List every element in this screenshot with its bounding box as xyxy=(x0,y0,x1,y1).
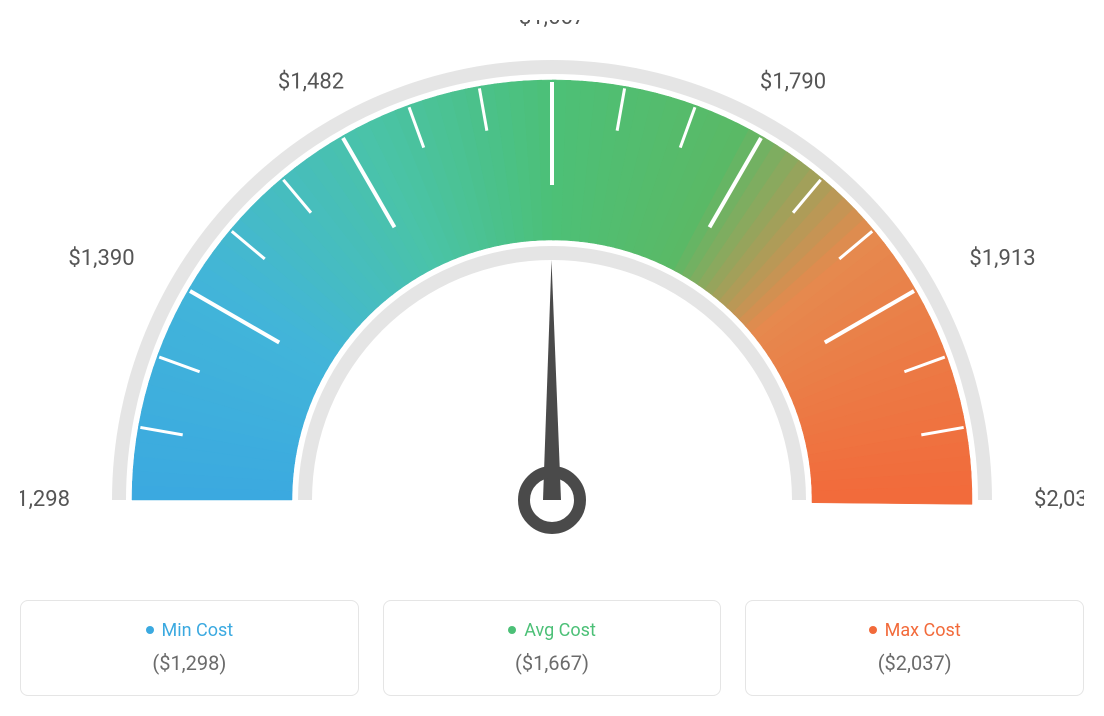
legend-label-avg: Avg Cost xyxy=(524,620,596,641)
legend-card-max: Max Cost ($2,037) xyxy=(745,600,1084,696)
svg-text:$1,790: $1,790 xyxy=(760,70,826,95)
svg-text:$1,482: $1,482 xyxy=(278,70,344,95)
legend-card-avg: Avg Cost ($1,667) xyxy=(383,600,722,696)
legend-value-avg: ($1,667) xyxy=(408,651,697,675)
svg-text:$1,913: $1,913 xyxy=(969,246,1035,271)
legend-dot-avg xyxy=(508,626,516,634)
gauge-svg-container: $1,298 $1,390 $1,482 $1,667 $1,790 $1,913 $2,0… xyxy=(20,20,1084,560)
svg-text:$1,390: $1,390 xyxy=(68,246,134,271)
legend-dot-max xyxy=(869,626,877,634)
legend-label-min: Min Cost xyxy=(162,620,234,641)
legend-row: Min Cost ($1,298) Avg Cost ($1,667) Max … xyxy=(20,600,1084,696)
cost-gauge-chart: $1,298 $1,390 $1,482 $1,667 $1,790 $1,913 $2,0… xyxy=(20,20,1084,696)
svg-text:$1,667: $1,667 xyxy=(519,20,585,30)
legend-title-avg: Avg Cost xyxy=(508,620,596,641)
legend-value-min: ($1,298) xyxy=(45,651,334,675)
legend-title-max: Max Cost xyxy=(869,620,961,641)
svg-text:$2,037: $2,037 xyxy=(1034,487,1084,512)
gauge-svg: $1,298 $1,390 $1,482 $1,667 $1,790 $1,913 $2,0… xyxy=(20,20,1084,560)
svg-text:$1,298: $1,298 xyxy=(20,487,70,512)
legend-title-min: Min Cost xyxy=(146,620,234,641)
legend-dot-min xyxy=(146,626,154,634)
legend-card-min: Min Cost ($1,298) xyxy=(20,600,359,696)
legend-value-max: ($2,037) xyxy=(770,651,1059,675)
legend-label-max: Max Cost xyxy=(885,620,961,641)
